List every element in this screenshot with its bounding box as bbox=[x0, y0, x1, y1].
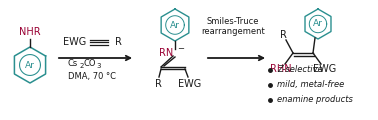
Polygon shape bbox=[14, 47, 46, 83]
Text: EWG: EWG bbox=[313, 64, 337, 74]
Text: R: R bbox=[280, 30, 287, 40]
Text: EWG: EWG bbox=[64, 37, 87, 47]
Text: 2: 2 bbox=[80, 63, 84, 69]
Text: rearrangement: rearrangement bbox=[201, 27, 265, 36]
Text: CO: CO bbox=[84, 59, 96, 67]
Text: Ar: Ar bbox=[313, 19, 323, 29]
Text: Ar: Ar bbox=[170, 21, 180, 30]
Text: Smiles-Truce: Smiles-Truce bbox=[207, 18, 259, 27]
Text: DMA, 70 °C: DMA, 70 °C bbox=[68, 72, 116, 81]
Text: Z-selective: Z-selective bbox=[277, 66, 323, 75]
Text: Ar: Ar bbox=[25, 60, 35, 69]
Polygon shape bbox=[305, 9, 331, 39]
Text: Cs: Cs bbox=[68, 59, 78, 67]
Text: 3: 3 bbox=[96, 63, 101, 69]
Text: −: − bbox=[177, 45, 184, 54]
Text: enamine products: enamine products bbox=[277, 96, 353, 105]
Text: NHR: NHR bbox=[19, 27, 41, 37]
Polygon shape bbox=[161, 9, 189, 41]
Text: EWG: EWG bbox=[178, 79, 201, 89]
Text: R: R bbox=[155, 79, 161, 89]
Text: mild, metal-free: mild, metal-free bbox=[277, 81, 344, 90]
Text: RHN: RHN bbox=[270, 64, 292, 74]
Text: RN: RN bbox=[159, 48, 173, 58]
Text: R: R bbox=[115, 37, 122, 47]
